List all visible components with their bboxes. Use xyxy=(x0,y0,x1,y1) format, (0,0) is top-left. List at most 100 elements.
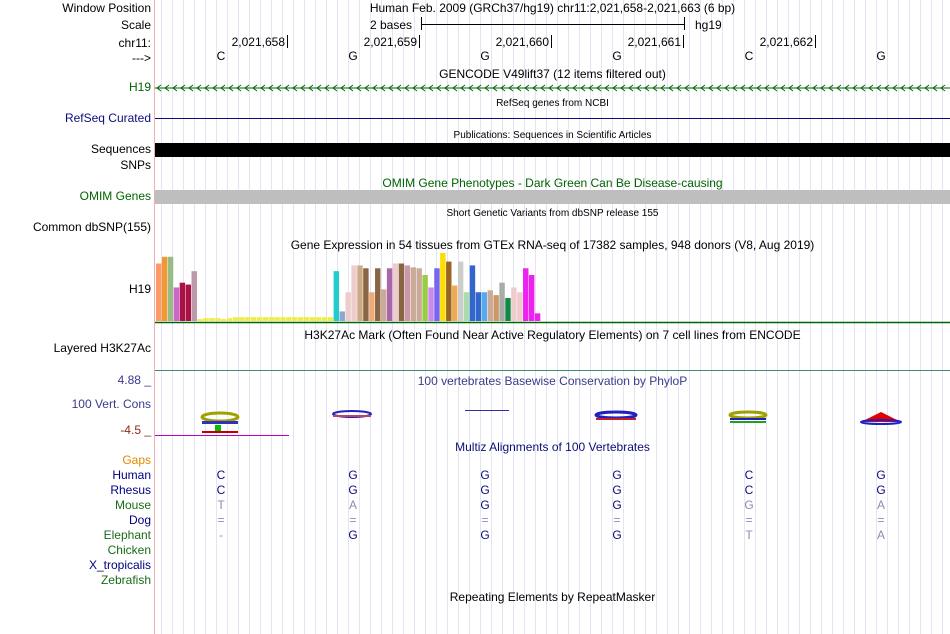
alignment-base: - xyxy=(219,528,223,542)
label-sequences[interactable]: Sequences xyxy=(90,142,151,156)
label-snps[interactable]: SNPs xyxy=(120,158,151,172)
species-label[interactable]: Mouse xyxy=(114,498,151,512)
gtex-tissue-bar[interactable] xyxy=(534,313,541,321)
gtex-tissue-bar[interactable] xyxy=(416,268,422,321)
gene-strand-chevron xyxy=(812,84,818,92)
gtex-tissue-bar[interactable] xyxy=(511,287,517,321)
gtex-tissue-bar[interactable] xyxy=(161,256,168,321)
gtex-tissue-bar[interactable] xyxy=(244,317,251,321)
gtex-tissue-bar[interactable] xyxy=(304,317,310,321)
species-label[interactable]: X_tropicalis xyxy=(88,558,151,572)
label-omim-genes[interactable]: OMIM Genes xyxy=(79,189,151,203)
gtex-tissue-bar[interactable] xyxy=(227,318,233,322)
label-layered-h3k27ac[interactable]: Layered H3K27Ac xyxy=(53,341,151,355)
label-cons-min: -4.5 _ xyxy=(120,423,151,437)
species-label[interactable]: Rhesus xyxy=(110,483,151,497)
gtex-tissue-bar[interactable] xyxy=(523,268,529,321)
gtex-tissue-bar[interactable] xyxy=(505,298,511,321)
gtex-tissue-bar[interactable] xyxy=(398,263,405,322)
gtex-tissue-bar[interactable] xyxy=(262,317,268,321)
species-label[interactable]: Chicken xyxy=(107,543,151,557)
gtex-tissue-bar[interactable] xyxy=(179,282,186,321)
gtex-tissue-bar[interactable] xyxy=(422,275,428,321)
refseq-gene-line[interactable] xyxy=(155,118,950,119)
grid-line xyxy=(557,0,558,634)
gtex-tissue-bar[interactable] xyxy=(286,317,292,321)
gtex-tissue-bar[interactable] xyxy=(481,292,488,321)
label-h19-gene[interactable]: H19 xyxy=(128,80,151,94)
gtex-tissue-bar[interactable] xyxy=(386,268,393,321)
gene-strand-chevron xyxy=(356,84,362,92)
grid-line xyxy=(920,0,921,634)
label-refseq-curated[interactable]: RefSeq Curated xyxy=(64,111,151,125)
track-label-column: Window Position Scale chr11: ---> H19 Re… xyxy=(0,0,154,634)
gtex-tissue-bar[interactable] xyxy=(185,284,192,321)
gtex-tissue-bar[interactable] xyxy=(369,292,375,321)
gtex-tissue-bar[interactable] xyxy=(499,282,505,321)
gtex-tissue-bar[interactable] xyxy=(292,317,298,321)
h19-gene-line[interactable] xyxy=(155,82,950,94)
gtex-tissue-bar[interactable] xyxy=(309,317,316,321)
gtex-tissue-bar[interactable] xyxy=(274,317,280,321)
gtex-tissue-bar[interactable] xyxy=(173,287,180,321)
gtex-tissue-bar[interactable] xyxy=(345,292,351,321)
browser-track-area[interactable]: Human Feb. 2009 (GRCh37/hg19) chr11:2,02… xyxy=(155,0,950,634)
gtex-tissue-bar[interactable] xyxy=(238,317,245,321)
gtex-tissue-bar[interactable] xyxy=(404,265,411,321)
species-label[interactable]: Human xyxy=(112,468,151,482)
label-gtex-h19[interactable]: H19 xyxy=(128,282,151,296)
gtex-tissue-bar[interactable] xyxy=(280,317,286,321)
gtex-tissue-bar[interactable] xyxy=(487,290,493,321)
gtex-tissue-bar[interactable] xyxy=(440,252,446,321)
gtex-tissue-bar[interactable] xyxy=(221,319,227,321)
label-common-dbsnp[interactable]: Common dbSNP(155) xyxy=(32,220,151,234)
gtex-tissue-bar[interactable] xyxy=(321,317,328,321)
gtex-tissue-bar[interactable] xyxy=(333,271,340,321)
gtex-tissue-bar[interactable] xyxy=(268,317,274,321)
gtex-tissue-bar[interactable] xyxy=(232,317,239,321)
gtex-tissue-bar[interactable] xyxy=(475,292,482,321)
gtex-tissue-bar[interactable] xyxy=(392,263,399,322)
gtex-tissue-bar[interactable] xyxy=(351,265,357,321)
gtex-tissue-bar[interactable] xyxy=(191,271,197,321)
gtex-tissue-bar[interactable] xyxy=(375,268,381,321)
gtex-tissue-bar[interactable] xyxy=(363,268,369,321)
species-label[interactable]: Zebrafish xyxy=(100,573,151,587)
gtex-tissue-bar[interactable] xyxy=(327,317,334,321)
omim-gene-block[interactable] xyxy=(155,190,950,204)
gtex-tissue-bar[interactable] xyxy=(528,275,535,321)
gtex-tissue-bar[interactable] xyxy=(428,287,434,321)
gtex-expression-chart[interactable] xyxy=(155,252,950,324)
grid-line xyxy=(711,0,712,634)
gtex-tissue-bar[interactable] xyxy=(209,318,215,322)
gtex-tissue-bar[interactable] xyxy=(452,285,458,321)
species-label[interactable]: Dog xyxy=(128,513,151,527)
gtex-tissue-bar[interactable] xyxy=(457,261,464,321)
gtex-tissue-bar[interactable] xyxy=(256,317,263,321)
publication-sequence-block[interactable] xyxy=(155,143,950,157)
gtex-tissue-bar[interactable] xyxy=(339,311,345,321)
gtex-tissue-bar[interactable] xyxy=(197,319,203,321)
gtex-tissue-bar[interactable] xyxy=(517,292,523,321)
gtex-tissue-bar[interactable] xyxy=(410,267,416,321)
gtex-tissue-bar[interactable] xyxy=(215,318,221,322)
gene-strand-chevron xyxy=(196,84,202,92)
gene-strand-chevron xyxy=(764,84,770,92)
gtex-tissue-bar[interactable] xyxy=(446,261,452,321)
label-100-vert-cons[interactable]: 100 Vert. Cons xyxy=(71,397,151,411)
phylop-track-title: 100 vertebrates Basewise Conservation by… xyxy=(417,374,688,388)
gtex-tissue-bar[interactable] xyxy=(298,317,304,321)
gtex-tissue-bar[interactable] xyxy=(203,318,209,322)
gtex-tissue-bar[interactable] xyxy=(167,256,174,321)
gtex-tissue-bar[interactable] xyxy=(380,289,387,322)
gtex-tissue-bar[interactable] xyxy=(250,317,257,321)
gtex-tissue-bar[interactable] xyxy=(434,268,440,321)
species-label[interactable]: Elephant xyxy=(103,528,151,542)
gtex-tissue-bar[interactable] xyxy=(463,292,470,321)
phylop-logo-strip[interactable] xyxy=(155,400,950,440)
gtex-tissue-bar[interactable] xyxy=(315,317,322,321)
gtex-tissue-bar[interactable] xyxy=(156,263,162,322)
gtex-tissue-bar[interactable] xyxy=(357,265,363,321)
gtex-tissue-bar[interactable] xyxy=(469,265,476,321)
gtex-tissue-bar[interactable] xyxy=(493,295,499,322)
